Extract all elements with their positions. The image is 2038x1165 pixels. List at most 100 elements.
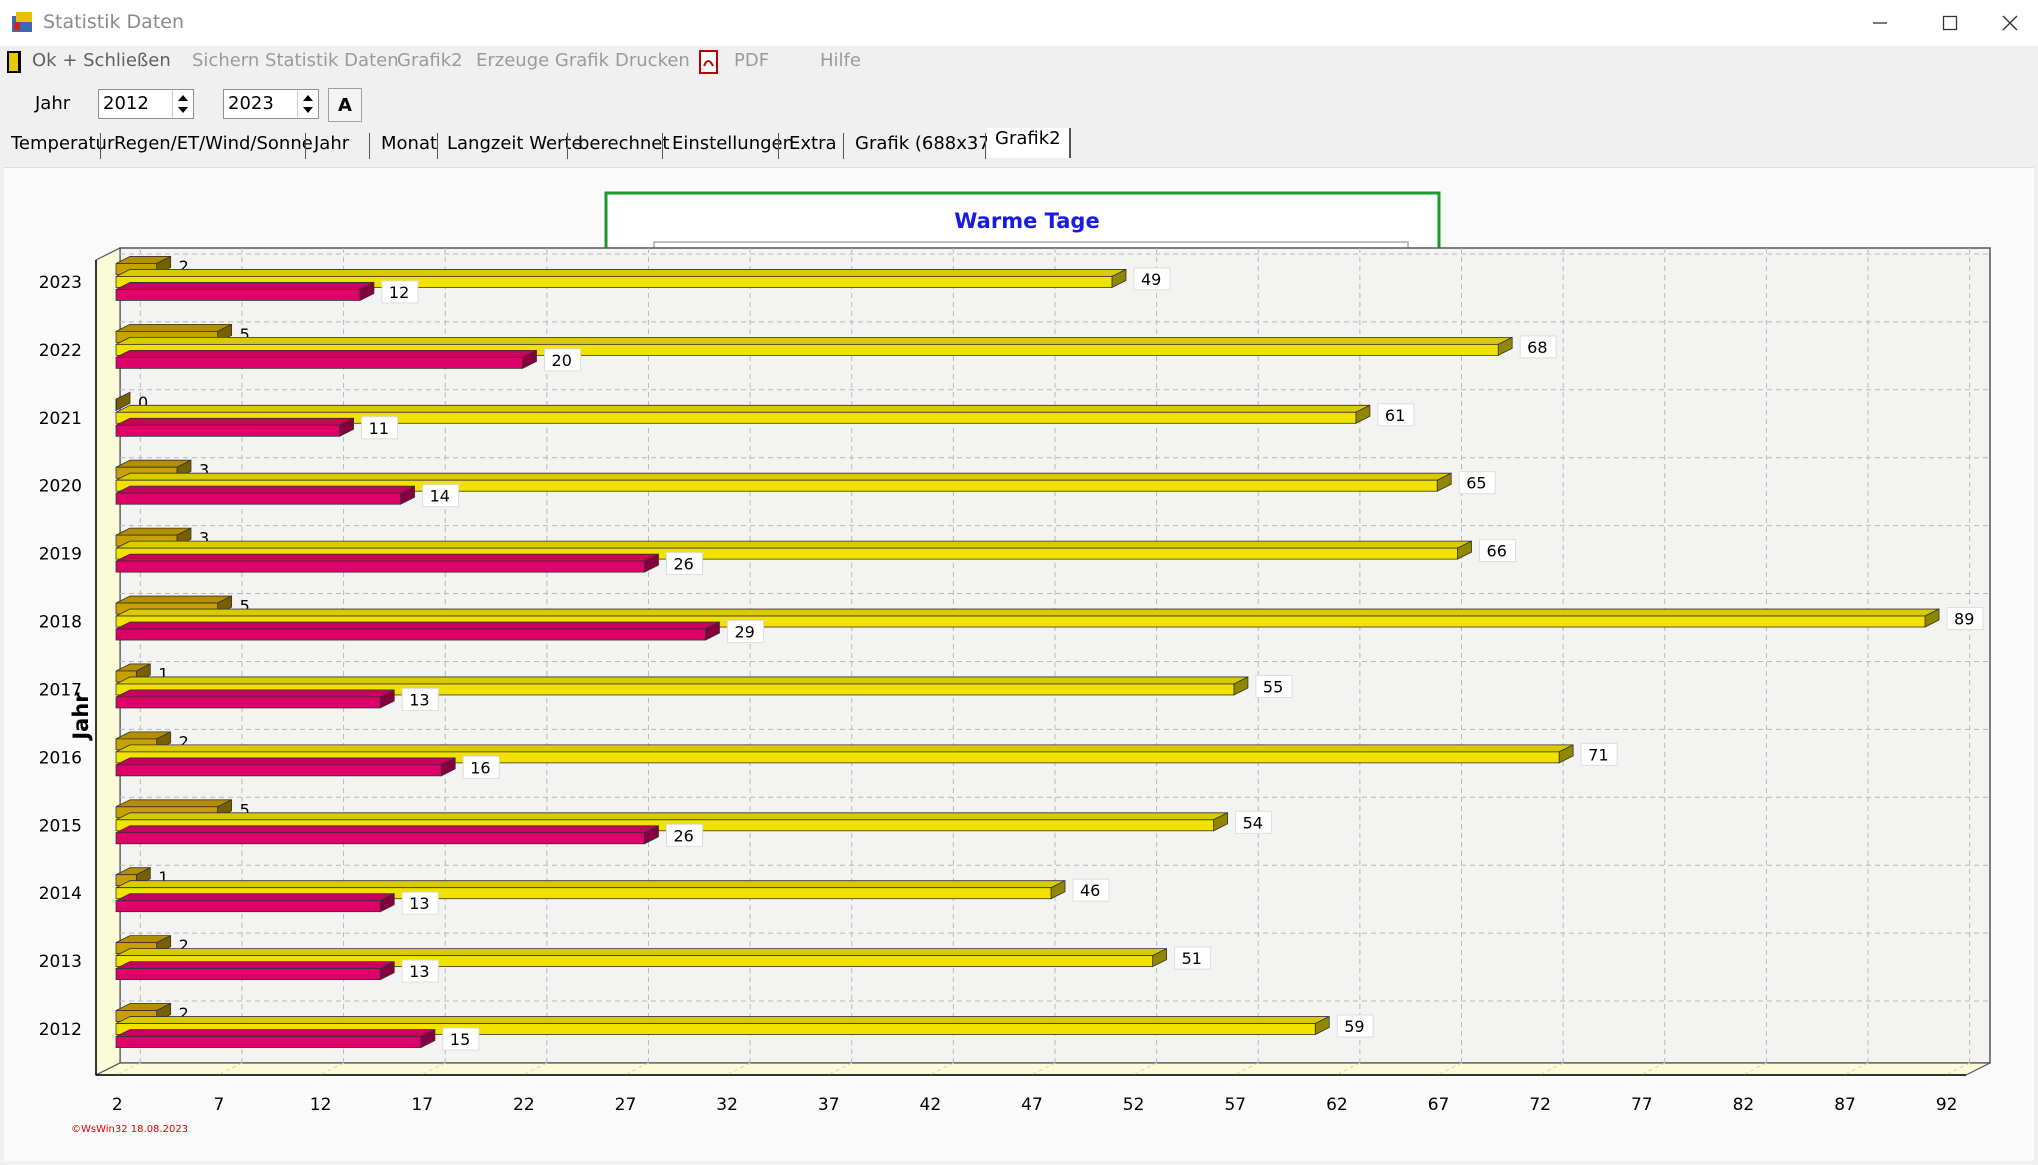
menu-create-graphic[interactable]: Erzeuge Grafik [476, 50, 610, 71]
tab-grafik-688[interactable]: Grafik (688x370) [855, 133, 1009, 154]
tab-einstellungen[interactable]: Einstellungen [672, 133, 795, 154]
a-button[interactable]: A [328, 88, 362, 122]
data-label: 5 [240, 800, 250, 819]
data-label-bg [1377, 403, 1415, 427]
bar [115, 479, 1438, 492]
floor-gridline [116, 1062, 141, 1076]
floor-gridline [1234, 1062, 1259, 1076]
tab-berechnet[interactable]: berechnet [578, 133, 670, 154]
bar-top [115, 349, 537, 358]
minimize-button[interactable] [1845, 0, 1915, 46]
floor-gridline [1843, 1062, 1869, 1076]
floor-gridline [827, 1062, 852, 1076]
app-icon [12, 12, 32, 32]
tab-regen[interactable]: Regen/ET/Wind/Sonne [114, 133, 313, 154]
data-label: 61 [1385, 406, 1405, 425]
data-label-bg [442, 1027, 480, 1051]
bar-top [115, 323, 232, 332]
data-label: 49 [1141, 270, 1161, 289]
data-label: 59 [1344, 1017, 1364, 1036]
footer-text: ©WsWin32 18.08.2023 [71, 1124, 188, 1135]
tab-jahr[interactable]: Jahr [314, 133, 350, 154]
data-label: 46 [1080, 881, 1100, 900]
year-to-spinner[interactable]: 2023 [223, 89, 319, 119]
data-label-bg [361, 416, 399, 440]
bar-top [115, 961, 395, 970]
menu-help[interactable]: Hilfe [820, 50, 861, 71]
bar-top [115, 595, 232, 604]
menu-bar: Ok + Schließen Sichern Statistik Daten G… [0, 46, 2038, 78]
floor-gridline [217, 1062, 243, 1076]
data-label: 20 [552, 351, 572, 370]
bar-top [115, 417, 354, 426]
window-title: Statistik Daten [43, 11, 185, 33]
x-tick-label: 57 [1224, 1095, 1246, 1115]
bar [115, 683, 1235, 696]
spinner-arrows-icon[interactable] [172, 90, 193, 118]
x-tick-label: 22 [513, 1095, 535, 1115]
menu-pdf[interactable]: PDF [734, 50, 770, 71]
year-filter: Jahr 2012 2023 A [0, 84, 600, 124]
menu-save-stats[interactable]: Sichern Statistik Daten [192, 50, 399, 71]
floor-gridline [1742, 1062, 1767, 1076]
y-tick-label: 2022 [39, 341, 82, 361]
maximize-button[interactable] [1915, 0, 1985, 46]
data-label: 55 [1263, 677, 1283, 696]
x-tick-label: 47 [1021, 1095, 1043, 1115]
floor-gridline [1437, 1062, 1462, 1076]
data-label: 13 [409, 894, 429, 913]
bar [115, 955, 1154, 968]
x-tick-label: 62 [1326, 1095, 1348, 1115]
x-tick-label: 42 [920, 1095, 942, 1115]
data-label-bg [1235, 810, 1273, 834]
x-tick-label: 2 [112, 1095, 123, 1115]
floor-gridline [522, 1062, 548, 1076]
data-label-bg [1946, 607, 1984, 631]
bar-top [115, 799, 232, 808]
close-button[interactable] [1975, 0, 2038, 46]
data-label-bg [401, 687, 439, 711]
tab-langzeit[interactable]: Langzeit Werte [447, 133, 583, 154]
year-from-spinner[interactable]: 2012 [98, 89, 194, 119]
data-label: 12 [389, 283, 409, 302]
data-label-bg [1133, 267, 1171, 291]
data-label-bg [422, 484, 460, 508]
data-label: 14 [430, 487, 450, 506]
data-label-bg [1174, 946, 1212, 970]
x-tick-label: 32 [716, 1095, 738, 1115]
chart-title: Warme Tage [954, 209, 1099, 233]
x-tick-label: 27 [615, 1095, 637, 1115]
tab-temperatur[interactable]: Temperatur [11, 133, 115, 154]
menu-ok-close[interactable]: Ok + Schließen [32, 50, 171, 71]
menu-print[interactable]: Drucken [615, 50, 690, 71]
bar-top [115, 1016, 1330, 1024]
maximize-icon [1942, 15, 1958, 31]
minimize-icon [1873, 22, 1887, 24]
x-tick-label: 92 [1936, 1095, 1958, 1115]
data-label-bg [544, 348, 582, 372]
x-tick-label: 7 [214, 1095, 225, 1115]
bar-top [115, 825, 659, 834]
x-tick-label: 72 [1529, 1095, 1551, 1115]
data-label: 1 [158, 664, 168, 683]
menu-grafik2[interactable]: Grafik2 [397, 50, 463, 71]
bar-top [115, 608, 1940, 617]
tab-monat[interactable]: Monat [381, 133, 438, 154]
bar [115, 968, 381, 981]
spinner-arrows-icon[interactable] [297, 90, 318, 118]
tab-grafik2[interactable]: Grafik2 [987, 128, 1071, 158]
data-label: 2 [179, 1004, 189, 1023]
tab-extra[interactable]: Extra [789, 133, 837, 154]
data-label: 29 [734, 623, 754, 642]
data-label: 1 [158, 868, 168, 887]
bar-top [115, 757, 456, 766]
bar [115, 832, 645, 845]
y-tick-label: 2012 [39, 1020, 82, 1040]
y-tick-label: 2021 [39, 409, 82, 429]
bar [115, 615, 1926, 628]
tab-bar: Temperatur Regen/ET/Wind/Sonne Jahr Mona… [0, 127, 2038, 163]
data-label-bg [665, 823, 703, 847]
bar [115, 343, 1499, 356]
bar [115, 547, 1458, 560]
plot-floor [95, 1062, 1991, 1076]
